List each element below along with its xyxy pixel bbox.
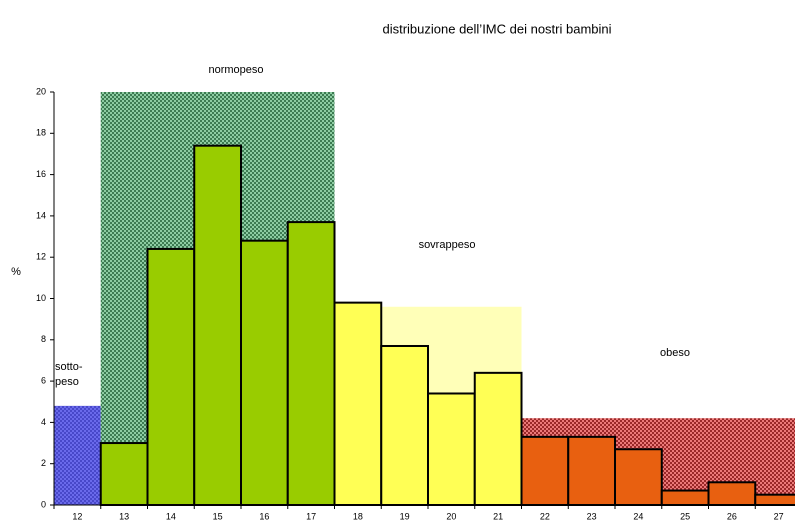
x-tick-label: 26 — [727, 511, 737, 521]
y-tick-label: 4 — [41, 417, 46, 427]
y-tick-label: 18 — [36, 128, 46, 138]
x-tick-label: 22 — [540, 511, 550, 521]
bar — [660, 489, 710, 507]
x-tick-label: 25 — [680, 511, 690, 521]
x-tick-label: 23 — [587, 511, 597, 521]
x-tick-label: 21 — [493, 511, 503, 521]
bar — [240, 239, 289, 506]
x-tick-label: 12 — [72, 511, 82, 521]
x-tick-label: 16 — [259, 511, 269, 521]
zone-label: normopeso — [208, 64, 263, 76]
bar — [567, 435, 617, 507]
y-axis-label: % — [11, 266, 21, 278]
x-tick-label: 20 — [446, 511, 456, 521]
bar — [754, 493, 795, 506]
y-tick-label: 6 — [41, 375, 46, 385]
y-tick-label: 2 — [41, 458, 46, 468]
y-tick-label: 20 — [36, 86, 46, 96]
bar — [427, 392, 476, 506]
y-tick-label: 8 — [41, 334, 46, 344]
bar — [380, 344, 430, 506]
bar — [333, 301, 383, 506]
x-tick-label: 13 — [119, 511, 129, 521]
bar — [520, 435, 570, 507]
bar — [146, 247, 196, 506]
y-tick-label: 14 — [36, 210, 46, 220]
x-tick-label: 17 — [306, 511, 316, 521]
zone-label: sotto- — [55, 361, 83, 373]
bar — [473, 371, 523, 506]
bar — [614, 448, 663, 506]
zone-hatch — [54, 405, 101, 505]
x-tick-label: 27 — [774, 511, 784, 521]
zone-label: peso — [55, 376, 79, 388]
chart-title: distribuzione dell’IMC dei nostri bambin… — [382, 21, 611, 36]
x-tick-label: 24 — [633, 511, 643, 521]
x-tick-label: 18 — [353, 511, 363, 521]
zone-label: sovrappeso — [419, 239, 476, 251]
bar — [99, 442, 149, 506]
bar — [707, 481, 757, 507]
zone-label: obeso — [660, 347, 690, 359]
bar — [286, 221, 336, 506]
bar — [193, 144, 243, 506]
x-tick-label: 15 — [213, 511, 223, 521]
y-tick-label: 0 — [41, 499, 46, 509]
y-tick-label: 10 — [36, 293, 46, 303]
y-tick-label: 12 — [36, 252, 46, 262]
y-tick-label: 16 — [36, 169, 46, 179]
x-tick-label: 19 — [400, 511, 410, 521]
x-tick-label: 14 — [166, 511, 176, 521]
